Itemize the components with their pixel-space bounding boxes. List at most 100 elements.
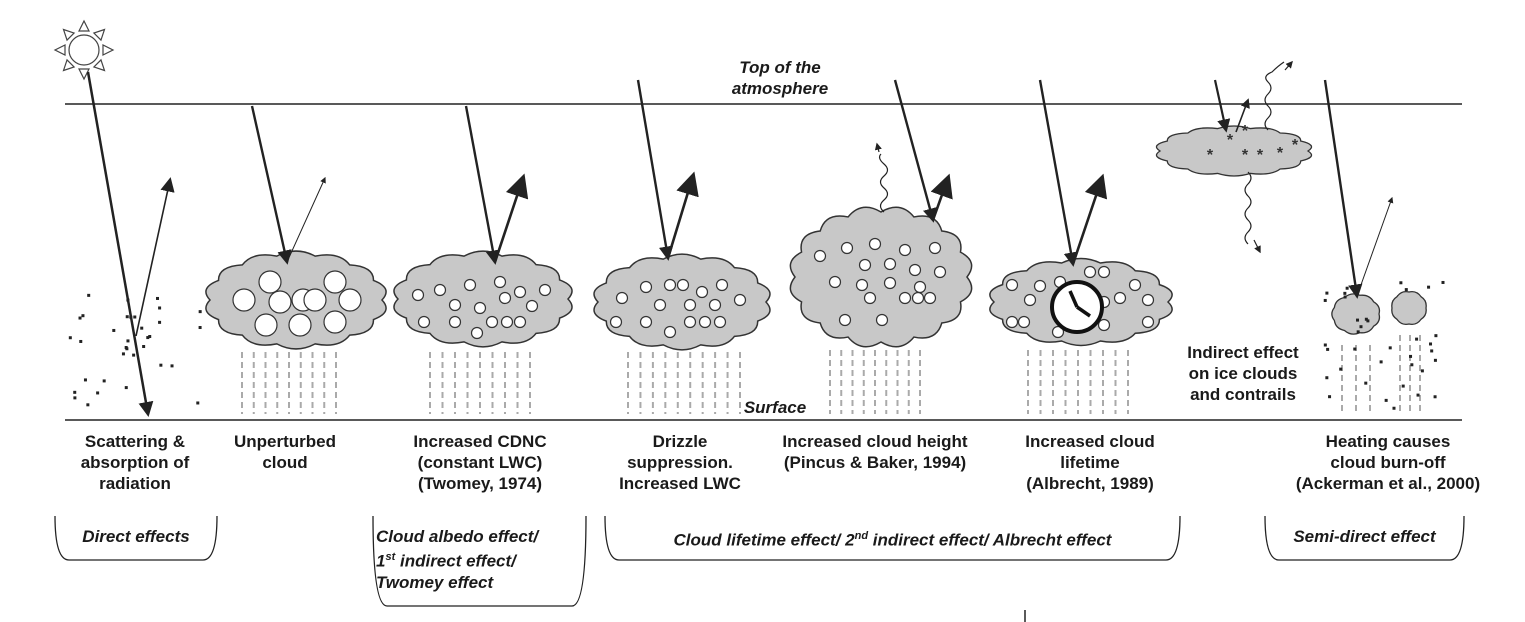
ice-crystal: *	[1227, 132, 1234, 149]
aerosol-dot	[1326, 347, 1330, 351]
aerosol-dot	[73, 390, 77, 394]
aerosol-dot	[68, 336, 72, 340]
aerosol-dot	[1430, 349, 1434, 353]
aerosol-dot	[112, 328, 116, 332]
aerosol-dot	[1345, 286, 1349, 290]
cloud-droplet	[411, 288, 425, 302]
small-cloud	[1331, 293, 1381, 335]
aerosol-dot	[126, 339, 130, 343]
sun-ray	[92, 58, 106, 72]
cloud-droplet	[525, 299, 539, 313]
ice-crystal: *	[1257, 147, 1264, 164]
aerosol-dot	[1441, 280, 1445, 284]
cloud-droplet	[883, 257, 897, 271]
label-line: cloud	[262, 453, 308, 472]
cloud-droplet	[898, 243, 912, 257]
cloud-droplet	[858, 258, 872, 272]
aerosol-dot	[158, 320, 162, 324]
cloud-droplet	[417, 315, 431, 329]
aerosol-dot	[1429, 342, 1433, 346]
label-ice-clouds: Indirect effect on ice clouds and contra…	[1168, 342, 1318, 405]
aerosol-dot	[1325, 291, 1329, 295]
aerosol-dot	[133, 315, 137, 319]
aerosol-dot	[1409, 354, 1413, 358]
sun-ray	[53, 44, 66, 56]
label-line: (constant LWC)	[417, 453, 543, 472]
aerosol-dot	[78, 316, 82, 320]
aerosol-dot	[126, 298, 130, 302]
aerosol-particles	[68, 293, 202, 407]
panel-burnoff	[1323, 79, 1445, 414]
group-direct-effects: Direct effects	[82, 527, 190, 546]
cloud-droplet	[653, 298, 667, 312]
cloud-droplet	[639, 315, 653, 329]
label-lifetime: Increased cloud lifetime (Albrecht, 1989…	[1000, 431, 1180, 494]
cloud-droplet	[448, 298, 462, 312]
aerosol-dot	[1415, 337, 1419, 341]
top-of-atmosphere-label: Top of the atmosphere	[690, 57, 870, 99]
cloud-droplet	[513, 315, 527, 329]
cloud-droplet	[813, 249, 827, 263]
clock-icon	[1050, 280, 1104, 334]
aerosol-dot	[1392, 406, 1396, 410]
label-line: cloud burn-off	[1330, 453, 1446, 472]
sun-ray	[78, 19, 90, 32]
panel-cdnc	[393, 105, 573, 414]
group-text: Cloud lifetime effect/ 2	[673, 530, 855, 550]
cloud-droplet	[875, 313, 889, 327]
cloud-droplet	[863, 291, 877, 305]
cloud-droplet	[663, 325, 677, 339]
aerosol-dot	[1364, 317, 1368, 321]
aerosol-dot	[129, 315, 133, 319]
aerosol-dot	[196, 401, 200, 405]
aerosol-dot	[124, 346, 128, 350]
cloud-droplet	[928, 241, 942, 255]
cloud-droplet	[1005, 278, 1019, 292]
cloud-droplet	[883, 276, 897, 290]
cloud-droplet	[1097, 318, 1111, 332]
ice-crystal: *	[1207, 147, 1214, 164]
aerosol-dot	[1384, 398, 1388, 402]
cloud-droplet	[855, 278, 869, 292]
ice-crystal: *	[1292, 137, 1299, 154]
cloud-droplet	[713, 315, 727, 329]
aerosol-dot	[86, 403, 90, 407]
cloud-droplet	[838, 313, 852, 327]
group-line: Cloud albedo effect/	[376, 527, 539, 546]
group-text: indirect effect/	[395, 551, 516, 571]
aerosol-dot	[148, 335, 152, 339]
bracket-lifetime	[604, 515, 1181, 561]
aerosol-dot	[1323, 343, 1327, 347]
cloud-droplet	[323, 270, 347, 294]
cloud-droplet	[1128, 278, 1142, 292]
aerosol-dot	[73, 396, 77, 400]
sun-icon	[53, 19, 115, 81]
label-height: Increased cloud height (Pincus & Baker, …	[755, 431, 995, 473]
aerosol-particles	[1323, 280, 1445, 410]
aerosol-dot	[140, 326, 144, 330]
bracket-albedo	[372, 515, 587, 607]
label-line: Indirect effect	[1187, 343, 1299, 362]
cloud-droplet	[538, 283, 552, 297]
aerosol-dot	[1388, 346, 1392, 350]
label-line: Increased CDNC	[413, 432, 547, 451]
cloud-droplet	[493, 275, 507, 289]
aerosol-dot	[1433, 358, 1437, 362]
sun-ray	[62, 58, 76, 72]
cloud-droplet	[615, 291, 629, 305]
aerosol-dot	[124, 386, 128, 390]
label-scattering: Scattering & absorption of radiation	[55, 431, 215, 494]
aerosol-dot	[1356, 330, 1360, 334]
label-line: (Ackerman et al., 2000)	[1295, 474, 1481, 493]
ice-crystal: *	[1277, 145, 1284, 162]
label-cdnc: Increased CDNC (constant LWC) (Twomey, 1…	[385, 431, 575, 494]
group-text: 1	[376, 551, 386, 571]
label-line: Heating causes	[1325, 432, 1451, 451]
cloud-droplet	[683, 315, 697, 329]
cloud-droplet	[828, 275, 842, 289]
aerosol-dot	[1364, 381, 1368, 385]
cloud-droplet	[448, 315, 462, 329]
aerosol-dot	[1433, 395, 1437, 399]
aerosol-dot	[1427, 285, 1431, 289]
cloud	[593, 253, 771, 351]
